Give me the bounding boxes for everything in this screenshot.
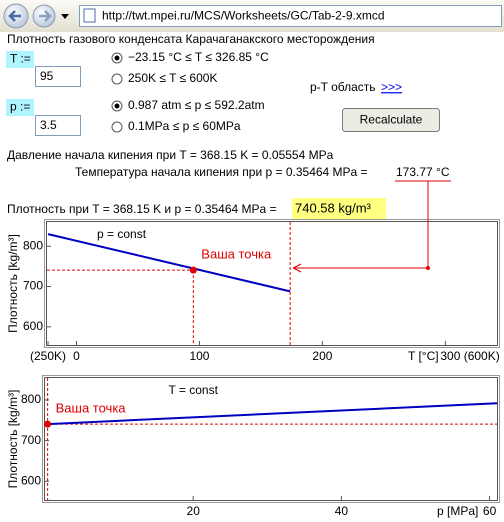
history-dropdown[interactable] bbox=[61, 14, 69, 19]
t-label: T := bbox=[10, 52, 31, 66]
your-point bbox=[44, 420, 52, 428]
pt-label: p-T область bbox=[310, 80, 376, 94]
x-tick-label: 40 bbox=[335, 504, 349, 518]
series-line bbox=[47, 402, 498, 426]
pressure-result: Давление начала кипения при T = 368.15 K… bbox=[7, 148, 334, 162]
p-value: 3.5 bbox=[40, 118, 57, 132]
t-value: 95 bbox=[40, 69, 54, 83]
y-tick-label: 600 bbox=[21, 473, 41, 487]
density-highlight bbox=[292, 198, 386, 220]
x-tick-label: 200 bbox=[312, 349, 332, 363]
y-tick-label: 800 bbox=[23, 238, 43, 252]
connector-dot bbox=[426, 266, 430, 270]
radio-label: 250K ≤ T ≤ 600K bbox=[128, 71, 217, 85]
x-axis-title: T [°C] bbox=[408, 349, 439, 363]
page-title: Плотность газового конденсата Карачагана… bbox=[7, 32, 375, 46]
point-label: Ваша точка bbox=[56, 401, 127, 416]
temperature-value: 173.77 °C bbox=[396, 165, 450, 179]
your-point bbox=[189, 266, 197, 274]
x-tick-label: 20 bbox=[187, 504, 201, 518]
x-tick-label: (250K) bbox=[30, 349, 66, 363]
url: http://twt.mpei.ru/MCS/Worksheets/GC/Tab… bbox=[102, 9, 385, 23]
back-arrow bbox=[8, 10, 21, 22]
density-value: 740.58 kg/m³ bbox=[295, 200, 372, 215]
y-tick-label: 700 bbox=[23, 279, 43, 293]
plot-frame bbox=[42, 375, 500, 503]
connector-head bbox=[292, 263, 302, 273]
series-label: T = const bbox=[168, 383, 218, 397]
y-tick-label: 600 bbox=[23, 319, 43, 333]
x-tick-label: 300 (600K) bbox=[440, 349, 499, 363]
series-line bbox=[47, 233, 291, 293]
t-input[interactable] bbox=[35, 66, 81, 87]
p-input[interactable] bbox=[35, 115, 81, 136]
pt-link[interactable]: >>> bbox=[381, 80, 402, 94]
radio-label: 0.987 atm ≤ p ≤ 592.2atm bbox=[128, 98, 265, 112]
plot-area bbox=[44, 377, 498, 501]
y-tick-label: 800 bbox=[21, 392, 41, 406]
recalculate-label: Recalculate bbox=[360, 113, 423, 127]
p-label-box bbox=[6, 99, 34, 116]
x-tick-label: 0 bbox=[73, 349, 80, 363]
t-label-box bbox=[6, 51, 34, 68]
temperature-result: Температура начала кипения при p = 0.354… bbox=[75, 165, 368, 179]
radio-label: −23.15 °C ≤ T ≤ 326.85 °C bbox=[128, 50, 269, 64]
series-label: p = const bbox=[97, 227, 147, 241]
y-axis-title: Плотность [kg/m³] bbox=[6, 390, 20, 489]
x-axis-title: p [MPa] bbox=[437, 504, 478, 518]
page-icon bbox=[83, 8, 96, 23]
plot-area bbox=[46, 221, 498, 346]
radio-label: 0.1MPa ≤ p ≤ 60MPa bbox=[128, 119, 241, 133]
radio[interactable] bbox=[111, 73, 123, 85]
forward-arrow bbox=[39, 10, 52, 22]
point-label: Ваша точка bbox=[201, 247, 272, 262]
x-tick-label: 100 bbox=[189, 349, 209, 363]
recalculate-button[interactable] bbox=[342, 108, 440, 132]
y-axis-title: Плотность [kg/m³] bbox=[6, 234, 20, 333]
radio[interactable] bbox=[111, 121, 123, 133]
x-tick-label: 60 bbox=[483, 504, 497, 518]
density-result: Плотность при T = 368.15 K и p = 0.35464… bbox=[7, 202, 277, 216]
plot-frame bbox=[44, 219, 500, 348]
radio-dot bbox=[114, 103, 120, 109]
address-bar[interactable] bbox=[79, 5, 502, 27]
p-label: p := bbox=[10, 100, 30, 114]
y-tick-label: 700 bbox=[21, 433, 41, 447]
radio-dot bbox=[114, 55, 120, 61]
